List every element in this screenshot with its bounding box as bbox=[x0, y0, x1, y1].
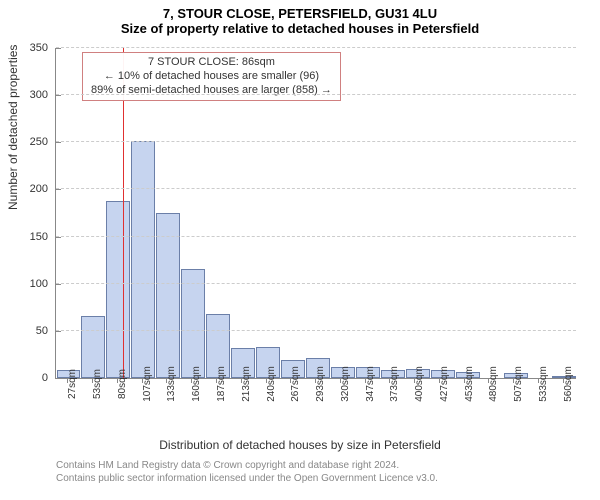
gridline bbox=[56, 141, 576, 142]
x-tick: 160sqm bbox=[179, 378, 204, 438]
x-tick: 347sqm bbox=[352, 378, 377, 438]
annotation-line2: ← 10% of detached houses are smaller (96… bbox=[91, 70, 332, 84]
x-tick-label: 160sqm bbox=[191, 366, 202, 402]
x-axis-label: Distribution of detached houses by size … bbox=[0, 438, 600, 452]
x-tick-label: 373sqm bbox=[389, 366, 400, 402]
x-tick: 533sqm bbox=[526, 378, 551, 438]
x-ticks: 27sqm53sqm80sqm107sqm133sqm160sqm187sqm2… bbox=[55, 378, 575, 438]
chart-subtitle: Size of property relative to detached ho… bbox=[0, 21, 600, 38]
x-tick: 453sqm bbox=[451, 378, 476, 438]
x-tick: 107sqm bbox=[129, 378, 154, 438]
x-tick-label: 133sqm bbox=[166, 366, 177, 402]
y-tick: 200 bbox=[30, 183, 56, 195]
x-tick: 507sqm bbox=[501, 378, 526, 438]
x-tick: 293sqm bbox=[303, 378, 328, 438]
gridline bbox=[56, 283, 576, 284]
plot-area: 7 STOUR CLOSE: 86sqm ← 10% of detached h… bbox=[55, 48, 576, 379]
x-tick-label: 560sqm bbox=[563, 366, 574, 402]
x-tick-label: 320sqm bbox=[340, 366, 351, 402]
x-tick: 400sqm bbox=[402, 378, 427, 438]
x-tick: 80sqm bbox=[105, 378, 130, 438]
x-tick: 240sqm bbox=[253, 378, 278, 438]
x-tick: 373sqm bbox=[377, 378, 402, 438]
x-tick-label: 267sqm bbox=[290, 366, 301, 402]
x-tick-label: 27sqm bbox=[67, 369, 78, 399]
x-tick: 133sqm bbox=[154, 378, 179, 438]
x-tick-label: 400sqm bbox=[414, 366, 425, 402]
chart-container: 7, STOUR CLOSE, PETERSFIELD, GU31 4LU Si… bbox=[0, 0, 600, 500]
x-tick: 27sqm bbox=[55, 378, 80, 438]
gridline bbox=[56, 236, 576, 237]
y-tick: 50 bbox=[36, 325, 56, 337]
x-tick-label: 213sqm bbox=[241, 366, 252, 402]
y-axis-label: Number of detached properties bbox=[6, 45, 20, 210]
x-tick: 213sqm bbox=[228, 378, 253, 438]
x-tick-label: 347sqm bbox=[365, 366, 376, 402]
x-tick: 480sqm bbox=[476, 378, 501, 438]
gridline bbox=[56, 188, 576, 189]
copyright-line1: Contains HM Land Registry data © Crown c… bbox=[56, 460, 438, 473]
x-tick: 560sqm bbox=[550, 378, 575, 438]
x-tick-label: 187sqm bbox=[216, 366, 227, 402]
y-tick: 250 bbox=[30, 136, 56, 148]
y-tick: 300 bbox=[30, 89, 56, 101]
x-tick-label: 107sqm bbox=[142, 366, 153, 402]
histogram-bar bbox=[156, 213, 180, 378]
copyright-line2: Contains public sector information licen… bbox=[56, 473, 438, 486]
x-tick-label: 293sqm bbox=[315, 366, 326, 402]
x-tick-label: 453sqm bbox=[464, 366, 475, 402]
x-tick-label: 533sqm bbox=[538, 366, 549, 402]
annotation-line3: 89% of semi-detached houses are larger (… bbox=[91, 84, 332, 98]
histogram-bar bbox=[181, 269, 205, 378]
copyright-notice: Contains HM Land Registry data © Crown c… bbox=[56, 460, 438, 485]
gridline bbox=[56, 330, 576, 331]
y-tick: 100 bbox=[30, 278, 56, 290]
x-tick-label: 427sqm bbox=[439, 366, 450, 402]
x-tick-label: 507sqm bbox=[513, 366, 524, 402]
x-tick: 267sqm bbox=[278, 378, 303, 438]
x-tick: 187sqm bbox=[204, 378, 229, 438]
x-tick-label: 480sqm bbox=[488, 366, 499, 402]
x-tick-label: 53sqm bbox=[92, 369, 103, 399]
annotation-line1: 7 STOUR CLOSE: 86sqm bbox=[91, 56, 332, 70]
gridline bbox=[56, 47, 576, 48]
y-tick: 350 bbox=[30, 42, 56, 54]
address-title: 7, STOUR CLOSE, PETERSFIELD, GU31 4LU bbox=[0, 0, 600, 21]
x-tick: 427sqm bbox=[426, 378, 451, 438]
x-tick-label: 240sqm bbox=[266, 366, 277, 402]
x-tick-label: 80sqm bbox=[117, 369, 128, 399]
histogram-bar bbox=[106, 201, 130, 378]
y-tick: 150 bbox=[30, 231, 56, 243]
y-tick: 0 bbox=[42, 372, 56, 384]
histogram-bar bbox=[131, 141, 155, 378]
x-tick: 53sqm bbox=[80, 378, 105, 438]
gridline bbox=[56, 94, 576, 95]
x-tick: 320sqm bbox=[327, 378, 352, 438]
